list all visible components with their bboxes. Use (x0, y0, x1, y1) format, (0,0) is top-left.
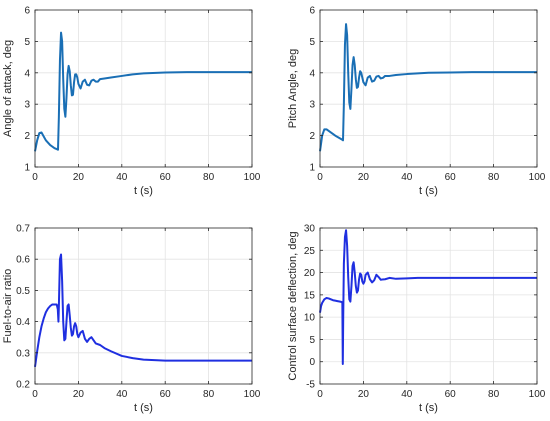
y-tick-label: -5 (306, 380, 315, 391)
y-tick-label: 2 (24, 131, 30, 142)
x-tick-label: 0 (317, 389, 323, 400)
x-tick-label: 40 (116, 172, 128, 183)
y-tick-label: 5 (24, 37, 30, 48)
axes-box (34, 9, 253, 168)
y-tick-label: 15 (304, 290, 316, 301)
x-tick-label: 20 (358, 389, 370, 400)
y-tick-label: 0.7 (16, 224, 30, 235)
y-axis-label: Pitch Angle, deg (287, 49, 299, 129)
grid-lines (320, 228, 537, 384)
x-tick-label: 80 (203, 172, 215, 183)
x-axis-label: t (s) (134, 185, 153, 197)
y-tick-label: 0.2 (16, 380, 30, 391)
y-tick-label: 1 (24, 163, 30, 174)
x-tick-label: 40 (401, 172, 413, 183)
y-tick-label: 10 (304, 313, 316, 324)
grid-lines (35, 228, 252, 384)
x-tick-label: 100 (244, 389, 261, 400)
tick-marks: 0 20 40 60 80 100 1 2 3 4 5 6 (24, 6, 260, 184)
x-tick-label: 0 (32, 389, 38, 400)
x-tick-label: 60 (160, 172, 172, 183)
y-tick-label: 25 (304, 246, 316, 257)
y-tick-label: 30 (304, 224, 316, 235)
x-tick-label: 60 (160, 389, 172, 400)
y-tick-label: 2 (309, 131, 315, 142)
subplot-fuel-to-air-ratio: 0 20 40 60 80 100 0.2 0.3 0.4 0.5 0.6 0.7 t (s) Fue… (2, 224, 261, 415)
y-tick-label: 6 (309, 6, 315, 17)
fuel-to-air-ratio-line (34, 253, 252, 367)
y-tick-label: 6 (24, 6, 30, 17)
y-tick-label: 0.5 (16, 286, 30, 297)
subplot-pitch-angle: 0 20 40 60 80 100 1 2 3 4 5 6 t (s) Pitch Angle, de… (287, 6, 546, 198)
x-tick-label: 20 (358, 172, 370, 183)
x-tick-label: 100 (529, 389, 546, 400)
series-layer (34, 31, 252, 152)
angle-of-attack-line (34, 31, 252, 152)
x-axis-label: t (s) (419, 185, 438, 197)
y-tick-label: 4 (309, 68, 315, 79)
x-axis-label: t (s) (134, 402, 153, 414)
x-tick-label: 60 (445, 389, 457, 400)
y-axis-label: Control surface deflection, deg (287, 231, 299, 380)
x-tick-label: 100 (529, 172, 546, 183)
y-tick-label: 0 (309, 357, 315, 368)
x-tick-label: 80 (488, 172, 500, 183)
pitch-angle-line (319, 23, 537, 152)
tick-marks: 0 20 40 60 80 100 0.2 0.3 0.4 0.5 0.6 0.7 (16, 224, 261, 401)
x-tick-label: 80 (203, 389, 215, 400)
x-tick-label: 100 (244, 172, 261, 183)
y-tick-label: 0.4 (16, 317, 30, 328)
control-surface-deflection-line (319, 229, 537, 365)
series-layer (319, 229, 537, 365)
y-tick-label: 0.6 (16, 255, 30, 266)
axes-box (319, 9, 538, 168)
series-layer (319, 23, 537, 152)
series-layer (34, 253, 252, 367)
x-tick-label: 40 (116, 389, 128, 400)
y-tick-label: 5 (309, 335, 315, 346)
x-tick-label: 0 (32, 172, 38, 183)
x-tick-label: 80 (488, 389, 500, 400)
y-tick-label: 3 (24, 100, 30, 111)
axes-box (319, 227, 538, 385)
x-tick-label: 40 (401, 389, 413, 400)
y-tick-label: 1 (309, 163, 315, 174)
y-axis-label: Angle of attack, deg (2, 40, 14, 137)
x-tick-label: 20 (73, 172, 85, 183)
subplot-angle-of-attack: 0 20 40 60 80 100 1 2 3 4 5 6 t (s) Angle of attack… (2, 6, 261, 198)
x-tick-label: 60 (445, 172, 457, 183)
axes-box (34, 227, 253, 385)
y-tick-label: 3 (309, 100, 315, 111)
x-tick-label: 0 (317, 172, 323, 183)
y-axis-label: Fuel-to-air ratio (2, 269, 14, 344)
y-tick-label: 0.3 (16, 348, 30, 359)
x-axis-label: t (s) (419, 402, 438, 414)
y-tick-label: 4 (24, 68, 30, 79)
x-tick-label: 20 (73, 389, 85, 400)
y-tick-label: 5 (309, 37, 315, 48)
y-tick-label: 20 (304, 268, 316, 279)
tick-marks: 0 20 40 60 80 100 1 2 3 4 5 6 (309, 6, 545, 184)
